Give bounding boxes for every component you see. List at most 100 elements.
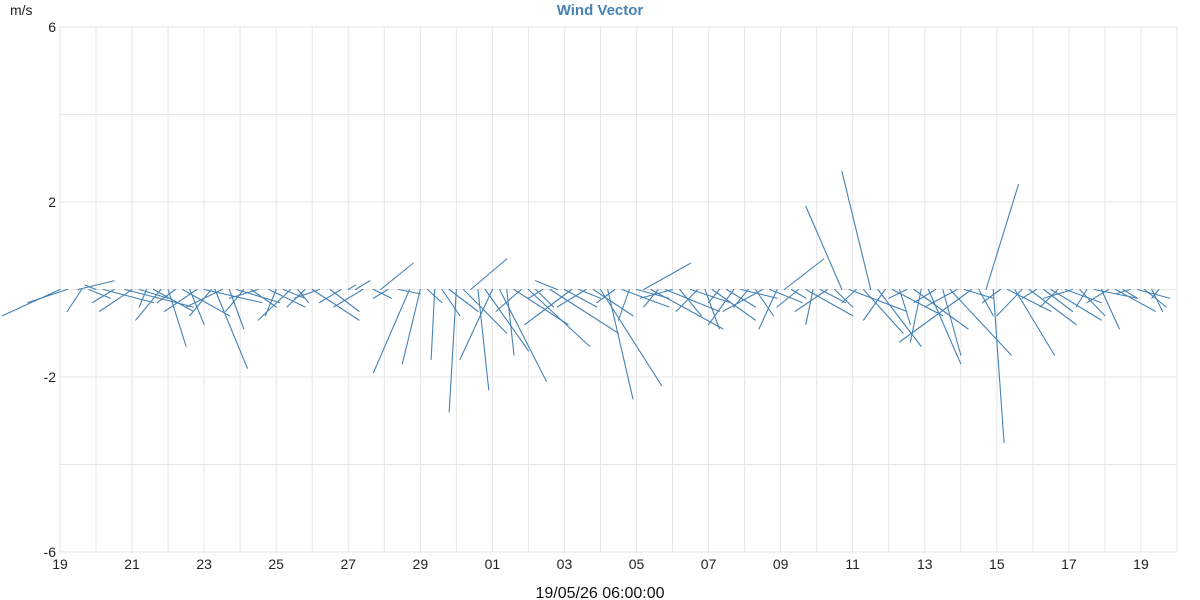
wind-vector [563,288,598,308]
wind-vector [297,288,310,304]
wind-vector [524,288,573,326]
wind-vector [535,280,558,291]
wind-vector [722,288,764,312]
wind-vector [617,288,630,321]
wind-vector [708,288,735,326]
wind-vector [862,288,904,334]
wind-vector [286,288,306,308]
wind-vector [84,284,97,291]
x-tick-label: 13 [917,556,933,572]
wind-vector [448,288,479,312]
wind-vector [459,288,493,361]
wind-vector [643,262,692,291]
y-tick-label: -6 [44,544,57,560]
wind-vector [401,288,421,365]
wind-vector [185,288,223,308]
x-axis-reference-time: 19/05/26 06:00:00 [535,585,664,600]
wind-vector [834,288,854,308]
wind-vector [783,258,825,291]
y-unit-label: m/s [10,2,33,18]
wind-vector [372,288,393,299]
wind-vector [527,288,591,347]
wind-vector [99,288,133,312]
wind-vector [1100,288,1120,330]
x-tick-label: 15 [989,556,1005,572]
x-tick-label: 05 [629,556,645,572]
wind-vector-series [1,170,1171,444]
wind-vector [1151,288,1164,312]
wind-vector [499,288,547,382]
wind-vector [996,288,1023,317]
wind-vector [1014,288,1056,356]
wind-vector [354,280,371,291]
wind-vector [769,288,803,304]
wind-vector [978,288,994,317]
wind-vector [311,288,360,321]
y-tick-label: 6 [48,19,56,35]
wind-vector [899,288,911,326]
x-tick-label: 23 [196,556,212,572]
wind-vector [527,288,544,299]
wind-vector [102,288,155,304]
wind-vector [776,288,800,308]
y-tick-label: 2 [48,194,56,210]
wind-vector [398,288,421,295]
x-tick-label: 09 [773,556,789,572]
wind-vector [214,288,248,369]
wind-vector [607,288,634,400]
x-tick-label: 17 [1061,556,1077,572]
wind-vector [1007,288,1052,312]
wind-vector [891,288,944,317]
wind-vector [448,288,457,413]
x-tick-label: 29 [413,556,429,572]
x-tick-label: 25 [268,556,284,572]
wind-vector [333,288,364,308]
wind-vector [639,288,674,299]
wind-vector [138,288,169,299]
wind-vector [981,288,1001,304]
x-tick-labels: 19 21 23 25 27 29 01 03 05 07 09 11 13 15 17 19 [52,556,1149,572]
wind-vector [1075,288,1088,308]
wind-vector [664,288,720,312]
x-tick-label: 01 [485,556,501,572]
wind-vector [549,288,620,334]
wind-vector [675,288,699,312]
wind-vector [679,288,702,317]
wind-vector [1086,288,1110,304]
wind-vector [225,288,245,312]
wind-vector [708,288,720,304]
wind-vector [704,288,720,330]
wind-vector [153,288,194,312]
wind-vector [470,258,508,291]
wind-vector [758,288,778,330]
x-tick-label: 27 [340,556,356,572]
wind-vector [156,288,176,304]
wind-vector [599,288,663,387]
wind-vector [484,288,529,352]
wind-vector [1043,288,1074,299]
wind-vector [888,288,908,299]
wind-vector [124,288,194,308]
wind-vector [862,288,886,321]
wind-vector [949,288,1012,356]
wind-vector [621,288,670,308]
wind-vector [592,288,634,317]
wind-vector [167,288,187,347]
wind-vector [1039,288,1059,308]
wind-vector [1050,288,1102,321]
wind-vector [282,288,306,299]
wind-vector [913,288,969,330]
wind-vector [690,288,731,304]
wind-vector [985,183,1020,291]
wind-vector [1115,288,1131,295]
grid [59,26,1178,553]
wind-vector [1151,288,1160,299]
wind-vector [163,288,198,312]
wind-vector [1028,288,1077,326]
wind-vector [430,288,436,361]
x-tick-label: 11 [845,556,860,572]
wind-vector [909,288,922,343]
wind-vector [88,288,111,299]
wind-vector [372,288,389,299]
